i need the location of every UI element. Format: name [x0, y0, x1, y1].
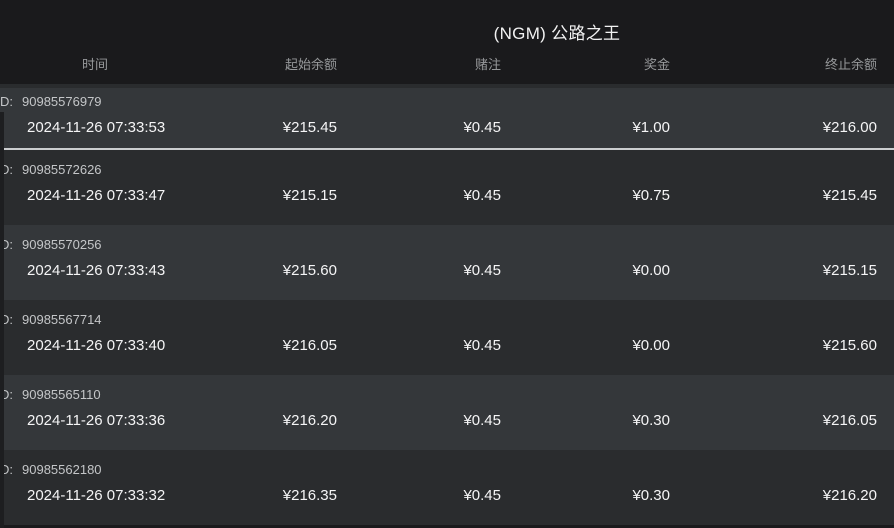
history-row: D: 90985565110 2024-11-26 07:33:36 ¥216.2…: [0, 375, 894, 450]
row-values: 2024-11-26 07:33:40 ¥216.05 ¥0.45 ¥0.00 …: [0, 337, 877, 354]
row-prize: ¥0.00: [632, 337, 670, 354]
row-prize: ¥0.00: [632, 262, 670, 279]
row-id-value: 90985572626: [22, 162, 102, 177]
clipped-previous-row: [0, 84, 894, 88]
row-time: 2024-11-26 07:33:47: [27, 187, 166, 204]
row-start-balance: ¥215.45: [282, 119, 337, 136]
row-bet: ¥0.45: [463, 262, 501, 279]
row-time: 2024-11-26 07:33:43: [27, 262, 166, 279]
row-id-value: 90985567714: [22, 312, 102, 327]
row-prize: ¥0.30: [632, 412, 670, 429]
table-header-row: 时间 起始余额 赌注 奖金 终止余额: [0, 54, 877, 73]
history-table-viewport[interactable]: D: 90985576979 2024-11-26 07:33:53 ¥215.4…: [0, 84, 894, 528]
row-prize: ¥0.75: [632, 187, 670, 204]
row-id-value: 90985576979: [22, 94, 102, 109]
row-time: 2024-11-26 07:33:36: [27, 412, 166, 429]
row-bet: ¥0.45: [463, 187, 501, 204]
row-id-line: D: 90985565110: [0, 386, 894, 404]
row-end-balance: ¥216.05: [822, 412, 877, 429]
row-end-balance: ¥215.60: [822, 337, 877, 354]
row-end-balance: ¥216.00: [822, 119, 877, 136]
row-id-line: D: 90985567714: [0, 311, 894, 329]
row-id-line: D: 90985576979: [0, 93, 894, 111]
row-id-value: 90985565110: [22, 387, 101, 402]
history-row: D: 90985567714 2024-11-26 07:33:40 ¥216.0…: [0, 300, 894, 375]
row-values: 2024-11-26 07:33:32 ¥216.35 ¥0.45 ¥0.30 …: [0, 487, 877, 504]
row-values: 2024-11-26 07:33:53 ¥215.45 ¥0.45 ¥1.00 …: [0, 119, 877, 136]
row-id-line: D: 90985572626: [0, 161, 894, 179]
row-prize: ¥1.00: [632, 119, 670, 136]
row-start-balance: ¥215.15: [282, 187, 337, 204]
row-bet: ¥0.45: [463, 337, 501, 354]
row-id-value: 90985570256: [22, 237, 102, 252]
history-rows: D: 90985576979 2024-11-26 07:33:53 ¥215.4…: [0, 88, 894, 525]
row-bet: ¥0.45: [463, 119, 501, 136]
row-id-line: D: 90985562180: [0, 461, 894, 479]
row-id-value: 90985562180: [22, 462, 102, 477]
row-bet: ¥0.45: [463, 487, 501, 504]
row-time: 2024-11-26 07:33:53: [27, 119, 166, 136]
column-header-bet: 赌注: [474, 57, 501, 72]
row-start-balance: ¥215.60: [282, 262, 337, 279]
column-header-end-balance: 终止余额: [824, 57, 877, 72]
row-time: 2024-11-26 07:33:40: [27, 337, 166, 354]
row-values: 2024-11-26 07:33:47 ¥215.15 ¥0.45 ¥0.75 …: [0, 187, 877, 204]
row-values: 2024-11-26 07:33:36 ¥216.20 ¥0.45 ¥0.30 …: [0, 412, 877, 429]
history-row: D: 90985570256 2024-11-26 07:33:43 ¥215.6…: [0, 225, 894, 300]
row-end-balance: ¥215.45: [822, 187, 877, 204]
row-start-balance: ¥216.35: [282, 487, 337, 504]
row-id-label: D:: [0, 94, 13, 109]
column-header-prize: 奖金: [643, 57, 670, 72]
row-start-balance: ¥216.05: [282, 337, 337, 354]
row-divider-bright: [0, 148, 894, 150]
history-row: D: 90985572626 2024-11-26 07:33:47 ¥215.1…: [0, 150, 894, 225]
row-time: 2024-11-26 07:33:32: [27, 487, 166, 504]
row-end-balance: ¥215.15: [822, 262, 877, 279]
column-header-time: 时间: [81, 57, 108, 72]
row-id-line: D: 90985570256: [0, 236, 894, 254]
row-values: 2024-11-26 07:33:43 ¥215.60 ¥0.45 ¥0.00 …: [0, 262, 877, 279]
dialog-header: (NGM) 公路之王 时间 起始余额 赌注 奖金 终止余额: [0, 0, 894, 84]
row-end-balance: ¥216.20: [822, 487, 877, 504]
history-row: D: 90985576979 2024-11-26 07:33:53 ¥215.4…: [0, 88, 894, 148]
dialog-title: (NGM) 公路之王: [493, 24, 621, 43]
row-bet: ¥0.45: [463, 412, 501, 429]
history-row: D: 90985562180 2024-11-26 07:33:32 ¥216.3…: [0, 450, 894, 525]
column-header-start-balance: 起始余额: [284, 57, 337, 72]
vertical-scrollbar-thumb[interactable]: [0, 112, 4, 528]
row-start-balance: ¥216.20: [282, 412, 337, 429]
row-prize: ¥0.30: [632, 487, 670, 504]
